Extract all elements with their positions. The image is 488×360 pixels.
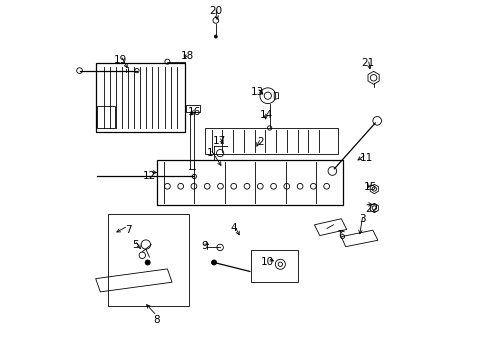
Text: 22: 22 [365,204,378,214]
Text: 5: 5 [132,239,138,249]
Text: 14: 14 [259,111,272,121]
Text: 2: 2 [257,138,264,147]
Text: 10: 10 [261,257,274,267]
Circle shape [211,260,216,265]
Text: 21: 21 [361,58,374,68]
Text: 16: 16 [187,107,201,117]
Text: 9: 9 [201,241,207,251]
Text: 6: 6 [337,231,344,240]
Text: 15: 15 [363,182,376,192]
Text: 20: 20 [209,6,222,17]
Text: 11: 11 [359,153,372,163]
Text: 4: 4 [230,224,237,233]
Text: 13: 13 [250,87,263,97]
Text: 19: 19 [114,55,127,65]
Circle shape [214,35,217,38]
Text: 7: 7 [124,225,131,235]
Circle shape [145,260,150,265]
Text: 17: 17 [212,136,225,145]
Text: 8: 8 [153,315,160,325]
Text: 12: 12 [142,171,156,181]
Text: 3: 3 [359,215,366,224]
Text: 18: 18 [180,51,193,61]
Text: 1: 1 [207,148,213,158]
